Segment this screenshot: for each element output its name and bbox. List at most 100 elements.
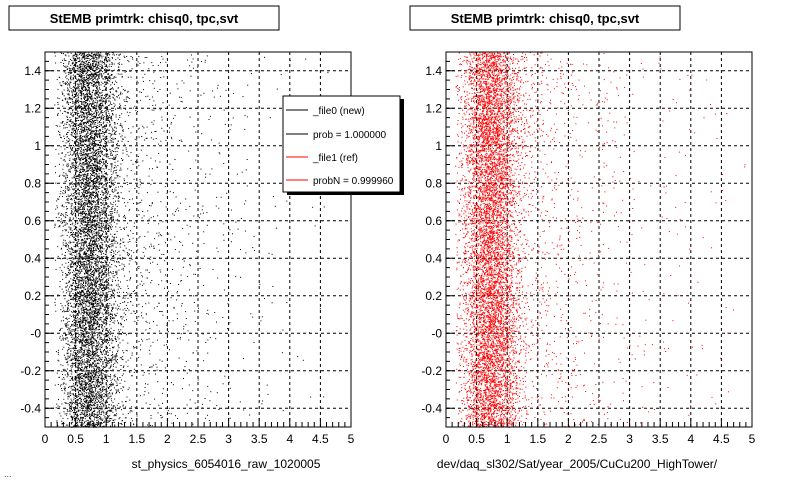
- scatter-point: [97, 222, 99, 224]
- scatter-point: [114, 83, 115, 85]
- scatter-point: [73, 75, 75, 77]
- scatter-point: [86, 183, 88, 185]
- scatter-point: [75, 131, 76, 133]
- scatter-point: [88, 146, 89, 148]
- scatter-point: [61, 388, 62, 389]
- scatter-point: [65, 387, 66, 389]
- scatter-point: [169, 283, 171, 284]
- scatter-point: [93, 341, 95, 343]
- scatter-point: [166, 325, 168, 326]
- scatter-point: [70, 387, 72, 389]
- scatter-point: [74, 124, 76, 125]
- scatter-point: [139, 202, 141, 204]
- scatter-point: [83, 282, 84, 284]
- scatter-point: [73, 189, 75, 191]
- scatter-point: [96, 296, 98, 298]
- scatter-point: [96, 268, 98, 269]
- scatter-point: [88, 61, 90, 63]
- scatter-point: [132, 237, 134, 239]
- scatter-point: [111, 335, 113, 337]
- scatter-point: [91, 304, 93, 306]
- scatter-point: [86, 113, 88, 115]
- scatter-point: [101, 288, 103, 289]
- scatter-point: [129, 253, 130, 255]
- scatter-point: [107, 140, 109, 142]
- scatter-point: [181, 141, 183, 142]
- scatter-point: [90, 302, 92, 304]
- scatter-point: [107, 360, 109, 362]
- scatter-point: [93, 322, 95, 324]
- scatter-point: [98, 56, 100, 58]
- scatter-point: [78, 145, 79, 147]
- scatter-point: [79, 60, 81, 62]
- scatter-point: [102, 342, 104, 344]
- scatter-point: [122, 413, 124, 415]
- scatter-point: [71, 193, 72, 195]
- scatter-point: [68, 187, 70, 189]
- scatter-point: [67, 88, 69, 90]
- scatter-point: [210, 391, 212, 393]
- scatter-point: [82, 138, 83, 140]
- scatter-point: [74, 280, 76, 282]
- scatter-point: [119, 417, 121, 419]
- scatter-point: [97, 71, 99, 73]
- scatter-point: [83, 122, 85, 124]
- scatter-point: [115, 273, 117, 275]
- scatter-point: [78, 418, 79, 420]
- scatter-point: [71, 330, 73, 332]
- scatter-point: [102, 257, 103, 259]
- scatter-point: [122, 405, 124, 407]
- scatter-point: [105, 183, 107, 185]
- scatter-point: [93, 100, 94, 102]
- scatter-point: [91, 283, 93, 285]
- scatter-point: [84, 281, 86, 283]
- scatter-point: [73, 348, 74, 350]
- scatter-point: [104, 271, 106, 273]
- scatter-point: [128, 155, 130, 157]
- scatter-point: [89, 147, 91, 149]
- scatter-point: [85, 295, 87, 297]
- scatter-point: [88, 197, 90, 199]
- scatter-point: [75, 136, 76, 137]
- scatter-point: [102, 147, 103, 149]
- scatter-point: [140, 272, 142, 274]
- scatter-point: [112, 308, 114, 310]
- scatter-point: [101, 234, 103, 236]
- scatter-point: [95, 149, 97, 151]
- scatter-point: [92, 219, 94, 221]
- scatter-point: [121, 140, 123, 142]
- scatter-point: [103, 425, 105, 427]
- scatter-point: [103, 318, 105, 320]
- scatter-point: [87, 289, 89, 291]
- scatter-point: [84, 102, 86, 104]
- scatter-point: [80, 228, 82, 230]
- scatter-point: [90, 94, 92, 96]
- scatter-point: [91, 329, 92, 331]
- scatter-point: [73, 399, 75, 401]
- scatter-point: [77, 240, 79, 242]
- scatter-point: [83, 247, 85, 249]
- scatter-point: [70, 198, 72, 200]
- scatter-point: [107, 150, 108, 152]
- scatter-point: [98, 249, 100, 250]
- scatter-point: [104, 241, 106, 243]
- scatter-point: [110, 101, 111, 103]
- scatter-point: [62, 374, 63, 375]
- scatter-point: [91, 287, 93, 289]
- scatter-point: [75, 347, 77, 349]
- scatter-point: [102, 202, 104, 204]
- scatter-point: [79, 161, 81, 163]
- scatter-point: [106, 141, 108, 143]
- scatter-point: [81, 241, 83, 243]
- scatter-point: [89, 220, 91, 222]
- scatter-point: [82, 164, 84, 166]
- scatter-point: [111, 313, 113, 315]
- scatter-point: [85, 410, 87, 412]
- scatter-point: [62, 365, 64, 367]
- scatter-point: [195, 273, 196, 275]
- scatter-point: [104, 146, 106, 148]
- scatter-point: [81, 144, 83, 146]
- scatter-point: [89, 404, 91, 406]
- scatter-point: [106, 411, 108, 413]
- scatter-point: [92, 141, 94, 143]
